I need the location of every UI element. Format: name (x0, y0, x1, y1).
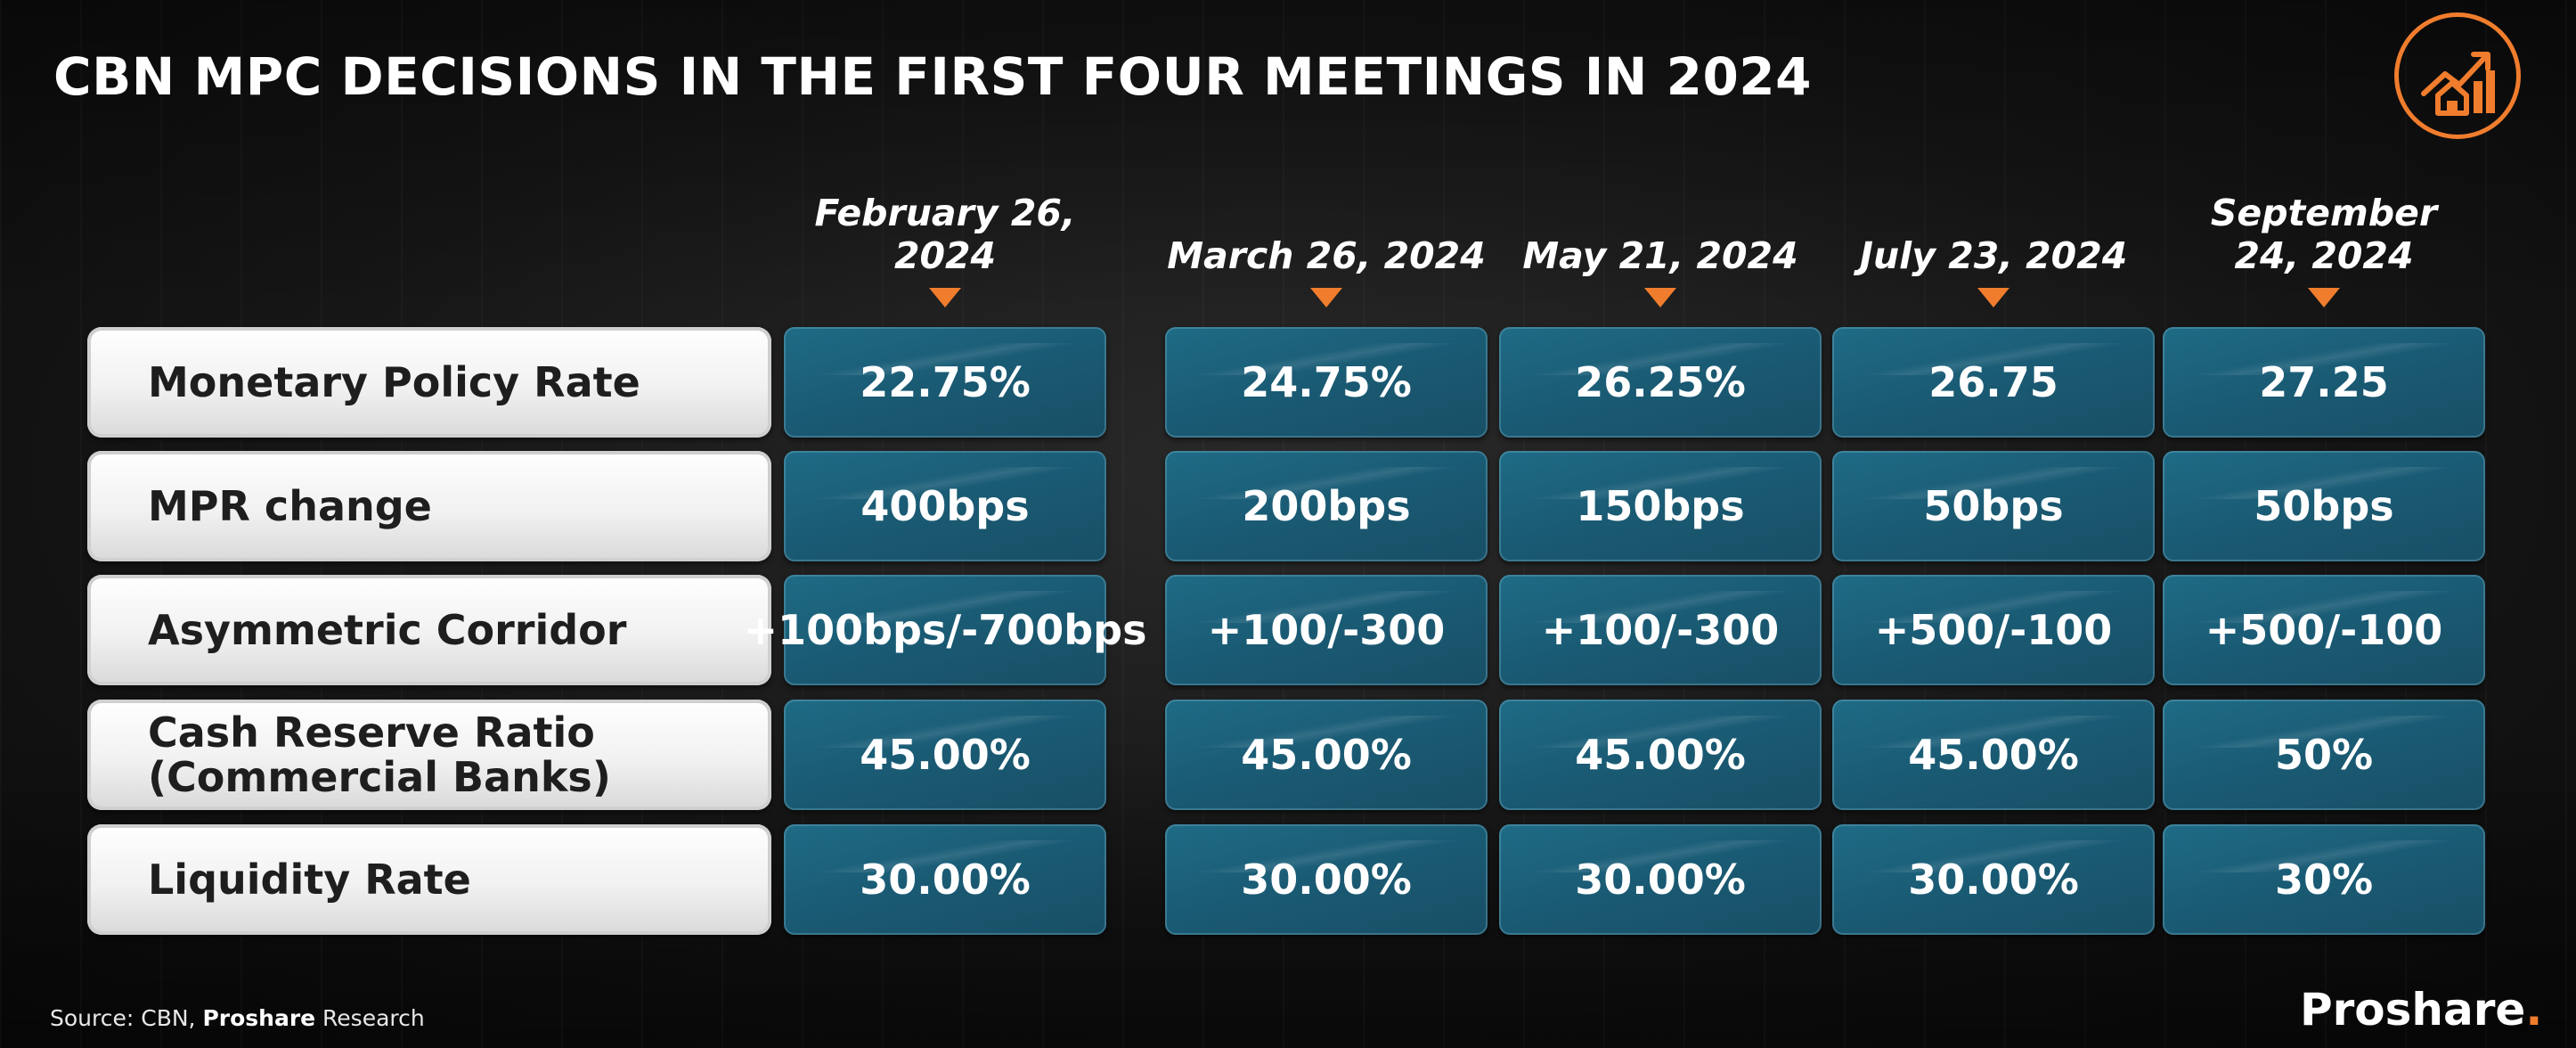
table-cell: +100bps/-700bps (744, 575, 1146, 685)
table-cell-value: 30.00% (1241, 856, 1412, 904)
table-cell: 22.75% (784, 327, 1106, 438)
brand-dot: . (2525, 984, 2543, 1036)
proshare-logo: Proshare. (2300, 984, 2542, 1036)
row-label: Cash Reserve Ratio (Commercial Banks) (87, 700, 771, 810)
table-cell: 45.00% (1832, 700, 2155, 810)
table-cell: +500/-100 (1832, 575, 2155, 685)
arrow-down-icon (1644, 288, 1676, 307)
source-suffix: Research (315, 1005, 425, 1031)
table-cell-value: 30.00% (1908, 856, 2079, 904)
table-cell: 400bps (784, 451, 1106, 561)
table-cell-value: 400bps (860, 482, 1030, 530)
column-header-label: March 26, 2024 (1167, 234, 1486, 277)
table-cell-value: 22.75% (860, 358, 1031, 406)
table-cell-value: 50% (2274, 731, 2374, 779)
column-header-label: September 24, 2024 (2210, 192, 2438, 277)
arrow-down-icon (2308, 288, 2340, 307)
table-cell: 24.75% (1165, 327, 1488, 438)
table-cell: 150bps (1499, 451, 1822, 561)
brand-name: Proshare (2300, 984, 2526, 1036)
source-note: Source: CBN, Proshare Research (50, 1005, 425, 1031)
table-cell-value: 45.00% (1575, 731, 1746, 779)
column-header-label: May 21, 2024 (1522, 234, 1798, 277)
arrow-down-icon (1310, 288, 1342, 307)
table-cell-value: +500/-100 (1874, 606, 2113, 654)
table-cell: +100/-300 (1499, 575, 1822, 685)
table-cell-value: 45.00% (1908, 731, 2079, 779)
arrow-down-icon (929, 288, 961, 307)
table-cell-value: 26.25% (1575, 358, 1746, 406)
table-cell: 50bps (2163, 451, 2485, 561)
arrow-down-icon (1977, 288, 2009, 307)
table-cell-value: 27.25 (2259, 358, 2389, 406)
table-cell: 50bps (1832, 451, 2155, 561)
row-label: Asymmetric Corridor (87, 575, 771, 685)
source-brand: Proshare (202, 1005, 316, 1031)
table-cell-value: 30.00% (860, 856, 1031, 904)
table-cell: 30.00% (1499, 824, 1822, 935)
table-cell-value: +100/-300 (1207, 606, 1446, 654)
table-cell: 30.00% (1165, 824, 1488, 935)
table-cell-value: +500/-100 (2205, 606, 2443, 654)
table-cell: 45.00% (784, 700, 1106, 810)
page-title: CBN MPC DECISIONS IN THE FIRST FOUR MEET… (53, 46, 1813, 107)
table-cell-value: 45.00% (1241, 731, 1412, 779)
table-cell-value: 30.00% (1575, 856, 1746, 904)
table-cell: 45.00% (1499, 700, 1822, 810)
table-cell: 30% (2163, 824, 2485, 935)
row-label-text: MPR change (148, 482, 432, 530)
row-label: Liquidity Rate (87, 824, 771, 935)
column-header-4: September 24, 2024 (2159, 174, 2489, 307)
table-cell-value: +100/-300 (1541, 606, 1780, 654)
table-cell-value: 50bps (1923, 482, 2064, 530)
source-prefix: Source: CBN, (50, 1005, 203, 1031)
chart-growth-house-icon (2394, 12, 2521, 139)
table-cell-value: 24.75% (1241, 358, 1412, 406)
column-header-1: March 26, 2024 (1162, 174, 1491, 307)
table-cell: 45.00% (1165, 700, 1488, 810)
table-cell: 50% (2163, 700, 2485, 810)
column-header-2: May 21, 2024 (1496, 174, 1825, 307)
column-header-0: February 26, 2024 (780, 174, 1110, 307)
table-cell: +500/-100 (2163, 575, 2485, 685)
table-cell: 30.00% (784, 824, 1106, 935)
table-cell-value: +100bps/-700bps (743, 606, 1147, 654)
table-cell-value: 50bps (2254, 482, 2394, 530)
table-cell: 200bps (1165, 451, 1488, 561)
table-cell-value: 45.00% (860, 731, 1031, 779)
table-cell: 30.00% (1832, 824, 2155, 935)
table-cell: +100/-300 (1165, 575, 1488, 685)
row-label-text: Cash Reserve Ratio (Commercial Banks) (148, 708, 611, 801)
table-cell-value: 26.75 (1928, 358, 2058, 406)
column-header-label: February 26, 2024 (814, 192, 1076, 277)
column-header-label: July 23, 2024 (1859, 234, 2128, 277)
row-label-text: Liquidity Rate (148, 856, 471, 904)
table-cell-value: 150bps (1576, 482, 1745, 530)
row-label: Monetary Policy Rate (87, 327, 771, 438)
row-label-text: Asymmetric Corridor (148, 606, 627, 654)
table-cell-value: 30% (2274, 856, 2374, 904)
table-cell: 26.75 (1832, 327, 2155, 438)
table-cell-value: 200bps (1242, 482, 1411, 530)
column-header-3: July 23, 2024 (1829, 174, 2158, 307)
table-cell: 26.25% (1499, 327, 1822, 438)
row-label-text: Monetary Policy Rate (148, 358, 640, 406)
row-label: MPR change (87, 451, 771, 561)
table-cell: 27.25 (2163, 327, 2485, 438)
